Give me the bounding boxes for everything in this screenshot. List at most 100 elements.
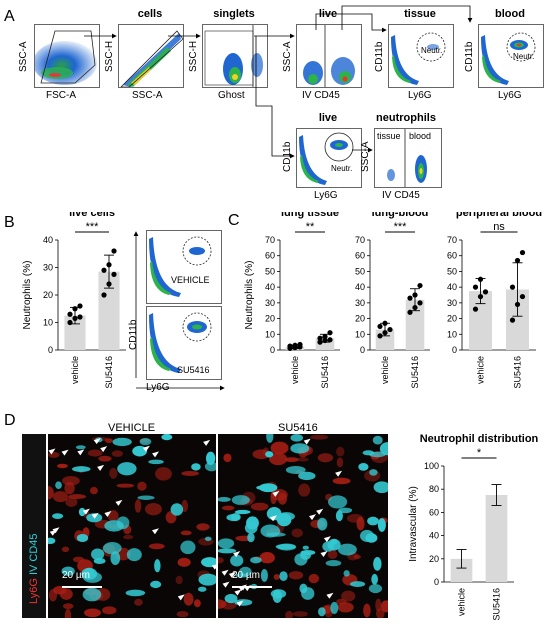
cd45-signal bbox=[104, 520, 124, 532]
ly6g-signal bbox=[102, 606, 117, 615]
ly6g-signal bbox=[332, 477, 351, 485]
y-tick-label: 10 bbox=[265, 329, 275, 339]
facs-plot-neutrophils: tissue blood bbox=[374, 128, 442, 188]
chart-b: live cells Neutrophils (%) 0 10 20 30 40 vehicl… bbox=[22, 212, 126, 389]
ly6g-signal bbox=[64, 608, 72, 618]
cd45-signal bbox=[270, 589, 287, 599]
ly6g-signal bbox=[291, 528, 303, 538]
y-tick-label: 60 bbox=[355, 251, 365, 261]
chart-title: lung-blood bbox=[372, 212, 429, 219]
ly6g-signal bbox=[48, 451, 60, 458]
arrowhead-marker bbox=[309, 514, 317, 521]
cd45-signal bbox=[191, 463, 201, 471]
ly6g-signal bbox=[181, 499, 188, 513]
facs-plot-cells bbox=[118, 24, 184, 88]
panel-letter-b: B bbox=[4, 214, 15, 231]
gate-label-blood: Neutr. bbox=[513, 52, 534, 61]
cd45-signal bbox=[75, 445, 86, 450]
ly6g-signal bbox=[310, 434, 329, 440]
cd45-signal bbox=[373, 556, 382, 571]
arrowhead-marker bbox=[221, 569, 229, 576]
gate-label-right: blood bbox=[409, 131, 431, 141]
ly6g-signal bbox=[193, 599, 201, 608]
x-tick-label: SU5416 bbox=[104, 356, 114, 389]
cd45-signal bbox=[198, 573, 216, 586]
gating-arrows bbox=[84, 5, 473, 159]
arrowhead-marker bbox=[233, 551, 241, 558]
data-point bbox=[297, 341, 303, 348]
ly6g-signal bbox=[269, 452, 288, 466]
chart-c-lung-tissue: lung tissue Neutrophils (%) 0 10 20 30 40 50 60 7… bbox=[244, 212, 340, 389]
axis-label-x-all: FSC-A bbox=[46, 90, 76, 101]
data-point bbox=[292, 342, 298, 348]
cd45-signal bbox=[372, 435, 383, 445]
y-tick-label: 40 bbox=[43, 235, 53, 245]
arrowhead-marker bbox=[77, 449, 85, 456]
cd45-signal bbox=[358, 462, 369, 471]
y-tick-label: 20 bbox=[43, 290, 53, 300]
y-axis-label: Neutrophils (%) bbox=[22, 261, 33, 330]
cd45-signal bbox=[201, 557, 216, 568]
bar bbox=[315, 338, 335, 350]
ly6g-signal bbox=[177, 557, 191, 567]
facs-plot-live-2: Neutr. bbox=[296, 128, 362, 188]
ly6g-signal bbox=[180, 530, 192, 536]
cd45-signal bbox=[239, 566, 252, 577]
gate-label-tissue: Neutr. bbox=[421, 46, 442, 55]
cd45-signal bbox=[335, 510, 343, 522]
cd45-signal bbox=[265, 451, 274, 458]
chart-title: Neutrophil distribution bbox=[420, 433, 539, 445]
data-point bbox=[382, 330, 388, 336]
cd45-signal bbox=[82, 587, 102, 602]
axis-label-x-singlets: Ghost bbox=[218, 90, 245, 101]
data-point bbox=[377, 333, 383, 339]
data-point bbox=[327, 330, 333, 336]
data-point bbox=[417, 282, 423, 289]
ly6g-signal bbox=[250, 502, 269, 511]
arrowhead-marker bbox=[49, 529, 57, 536]
scale-bar-su5416 bbox=[232, 586, 272, 588]
facs-density: VEHICLE bbox=[149, 236, 212, 297]
scale-bar-vehicle bbox=[62, 586, 102, 588]
cd45-signal bbox=[300, 550, 316, 556]
facs-plot-blood: Neutr. bbox=[478, 24, 544, 88]
facs-density: Neutr. bbox=[299, 132, 354, 185]
facs-density: SU5416 bbox=[149, 312, 212, 375]
x-tick-label: SU5416 bbox=[513, 356, 523, 389]
title-neutrophils: neutrophils bbox=[376, 112, 436, 124]
panel-letter-a: A bbox=[4, 8, 15, 25]
ly6g-signal bbox=[183, 592, 194, 606]
scale-bar-label-vehicle: 20 µm bbox=[62, 570, 90, 581]
y-tick-label: 40 bbox=[447, 282, 457, 292]
cd45-signal bbox=[367, 516, 379, 526]
arrowhead-marker bbox=[82, 508, 90, 515]
ly6g-signal bbox=[346, 513, 364, 523]
significance-label: ** bbox=[306, 221, 315, 233]
cd45-signal bbox=[230, 554, 244, 567]
ly6g-signal bbox=[270, 441, 289, 455]
y-tick-label: 40 bbox=[265, 282, 275, 292]
y-tick-label: 70 bbox=[447, 235, 457, 245]
ly6g-signal bbox=[84, 608, 101, 618]
cd45-signal bbox=[279, 571, 288, 582]
cd45-signal bbox=[294, 553, 308, 566]
bar bbox=[450, 558, 473, 582]
facs-density bbox=[303, 25, 355, 87]
ly6g-signal bbox=[57, 463, 68, 469]
y-tick-label: 30 bbox=[447, 298, 457, 308]
data-point bbox=[377, 323, 383, 330]
ly6g-signal bbox=[337, 602, 354, 613]
data-point bbox=[327, 337, 333, 343]
ly6g-signal bbox=[64, 481, 75, 495]
channel-label-ly6g: Ly6G bbox=[28, 578, 40, 604]
cd45-signal bbox=[322, 541, 335, 552]
ly6g-signal bbox=[104, 438, 113, 444]
cd45-signal bbox=[139, 437, 152, 446]
data-point bbox=[407, 309, 413, 315]
x-tick-label: vehicle bbox=[380, 356, 390, 384]
ly6g-signal bbox=[65, 496, 78, 508]
facs-density bbox=[120, 30, 183, 87]
title-cells: cells bbox=[137, 8, 163, 20]
y-tick-label: 60 bbox=[429, 507, 439, 517]
x-tick-label: SU5416 bbox=[320, 356, 330, 389]
